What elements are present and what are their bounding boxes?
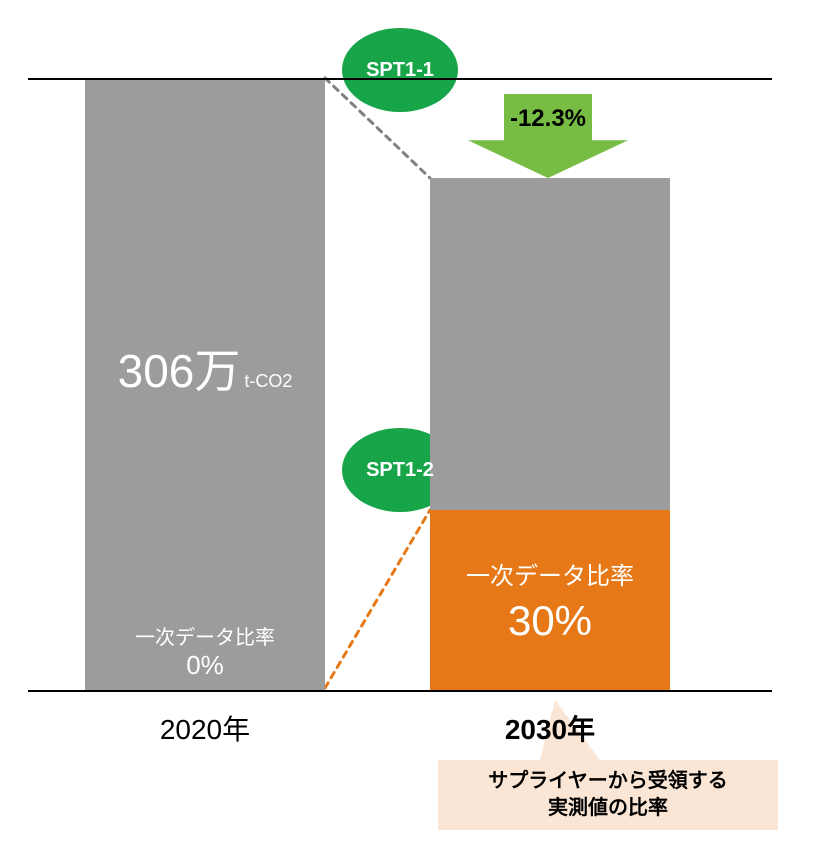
bar-2020-value-unit: t-CO2 xyxy=(240,371,292,391)
xlabel-l2030: 2030年 xyxy=(430,708,670,748)
bar-2030-lower-line1: 一次データ比率 xyxy=(466,556,634,591)
callout-line2: 実測値の比率 xyxy=(548,795,668,822)
bar-2020-sublabel: 一次データ比率0% xyxy=(85,616,325,686)
bar-2030-lower-line2: 30% xyxy=(508,597,592,645)
bar-2030-lower-label: 一次データ比率 30% xyxy=(430,510,670,690)
badge-spt1-2-label: SPT1-2 xyxy=(342,428,458,512)
reduction-arrow-label: -12.3% xyxy=(504,98,592,140)
bottom-rule xyxy=(28,690,772,692)
bar-2030-upper xyxy=(430,178,670,510)
badge-spt1-1-label: SPT1-1 xyxy=(342,28,458,112)
bar-2020-value: 306万t-CO2 xyxy=(85,335,325,401)
bar-2020-sublabel-line2: 0% xyxy=(186,650,224,681)
bar-2020-value-number: 306万 xyxy=(118,345,241,397)
connector-orange-dash xyxy=(325,510,430,688)
callout-text: サプライヤーから受領する実測値の比率 xyxy=(438,760,778,830)
xlabel-l2020: 2020年 xyxy=(85,708,325,748)
callout-line1: サプライヤーから受領する xyxy=(488,768,727,795)
bar-2020-sublabel-line1: 一次データ比率 xyxy=(135,621,275,650)
